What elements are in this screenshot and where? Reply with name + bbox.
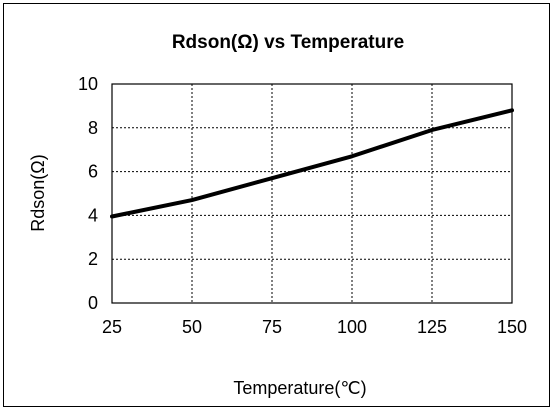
- plot-area: [111, 83, 513, 304]
- y-tick-label: 6: [88, 162, 98, 182]
- x-axis-label: Temperature(℃): [233, 378, 366, 398]
- y-tick-label: 8: [88, 118, 98, 138]
- chart-title: Rdson(Ω) vs Temperature: [172, 32, 404, 53]
- x-tick-labels: 25 50 75 100 125 150: [102, 317, 527, 337]
- y-tick-label: 0: [88, 293, 98, 313]
- y-tick-label: 4: [88, 205, 98, 225]
- y-axis-label: Rdson(Ω): [28, 154, 48, 231]
- x-tick-label: 125: [417, 317, 447, 337]
- grid: [112, 84, 512, 303]
- x-tick-label: 100: [337, 317, 367, 337]
- y-tick-label: 10: [78, 74, 98, 94]
- x-tick-label: 25: [102, 317, 122, 337]
- series-line-rdson: [110, 108, 514, 219]
- chart-frame: [3, 3, 550, 407]
- y-tick-labels: 0 2 4 6 8 10: [78, 74, 98, 313]
- x-tick-label: 50: [182, 317, 202, 337]
- x-tick-label: 150: [497, 317, 527, 337]
- x-tick-label: 75: [262, 317, 282, 337]
- y-tick-label: 2: [88, 249, 98, 269]
